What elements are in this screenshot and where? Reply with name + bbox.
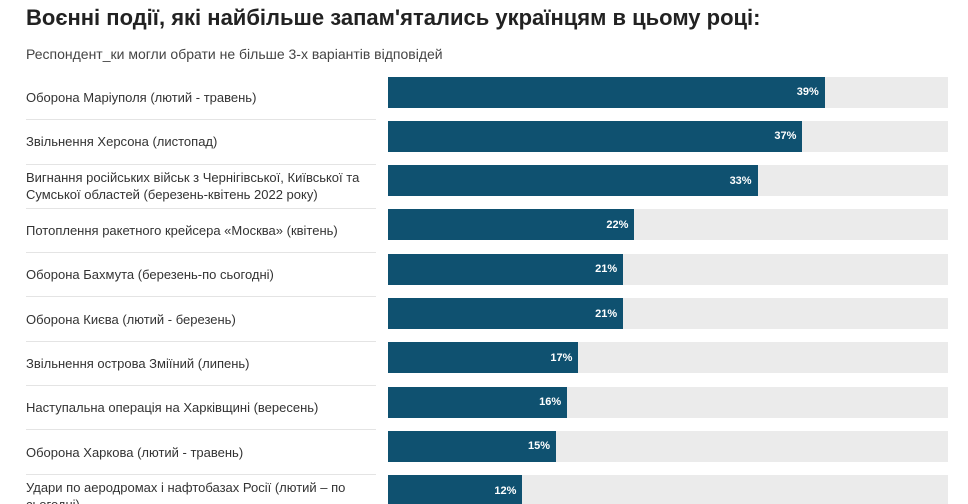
value-label: 33% — [729, 174, 752, 187]
bar-track: 22% — [388, 209, 948, 241]
bar-track: 16% — [388, 386, 948, 418]
value-label: 39% — [796, 86, 819, 98]
category-label: Оборона Харкова (лютий - травень) — [26, 430, 376, 475]
value-label: 21% — [595, 263, 618, 276]
category-label: Удари по аеродромах і нафтобазах Росії (… — [26, 475, 376, 504]
bar-track: 21% — [388, 298, 948, 329]
category-label: Оборона Бахмута (березень-по сьогодні) — [26, 253, 376, 298]
bar-track: 39% — [388, 76, 948, 108]
bar-track: 21% — [388, 253, 948, 285]
category-label: Потоплення ракетного крейсера «Москва» (… — [26, 209, 376, 254]
bar-track: 33% — [388, 165, 948, 197]
bar: 16% — [388, 386, 568, 418]
bar: 37% — [388, 120, 803, 152]
bar: 21% — [388, 253, 624, 285]
value-label: 16% — [539, 396, 562, 409]
value-label: 21% — [595, 307, 618, 320]
chart-title: Воєнні події, які найбільше запам'яталис… — [26, 5, 761, 30]
bar-track: 15% — [388, 430, 948, 462]
bar-track: 37% — [388, 120, 948, 152]
value-label: 37% — [774, 130, 797, 143]
chart-subtitle: Респондент_ки могли обрати не більше 3-х… — [26, 46, 443, 62]
bar: 12% — [388, 475, 523, 504]
bar-track: 17% — [388, 342, 948, 374]
category-label: Вигнання російських військ з Чернігівськ… — [26, 165, 376, 209]
value-label: 12% — [494, 484, 517, 497]
bar: 21% — [388, 298, 624, 329]
bar: 17% — [388, 342, 579, 374]
bar: 33% — [388, 165, 758, 197]
bar: 15% — [388, 430, 556, 462]
category-label: Оборона Маріуполя (лютий - травень) — [26, 76, 376, 121]
category-label: Звільнення Херсона (листопад) — [26, 120, 376, 165]
value-label: 22% — [606, 218, 629, 231]
bar: 39% — [388, 76, 825, 108]
bar: 22% — [388, 209, 635, 241]
bar-track: 12% — [388, 475, 948, 504]
value-label: 17% — [550, 351, 573, 364]
value-label: 15% — [527, 440, 550, 453]
category-label: Наступальна операція на Харківщині (вере… — [26, 386, 376, 431]
category-label: Звільнення острова Зміїний (липень) — [26, 342, 376, 387]
category-label: Оборона Києва (лютий - березень) — [26, 298, 376, 342]
